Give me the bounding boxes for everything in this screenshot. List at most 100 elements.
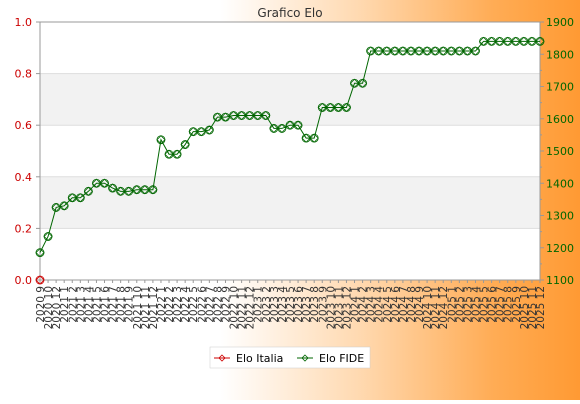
grid-band [40,125,540,177]
x-tick-label: 2023 5 [285,286,297,323]
x-tick-label: 2022 6 [196,286,208,323]
x-tick-label: 2025 5 [479,286,491,323]
data-point-circle [43,232,53,241]
x-tick-label: 2022 8 [212,286,224,323]
right-tick-label: 1600 [546,113,574,126]
data-point-circle [59,201,69,211]
data-point-circle [358,78,367,88]
x-tick-label: 2023 2 [261,286,273,323]
x-tick-label: 2023 9 [317,286,329,323]
x-tick-label: 2024 10 [422,286,434,329]
x-tick-label: 2025 10 [519,286,531,329]
x-tick-label: 2024 5 [382,286,394,323]
left-tick-label: 0.2 [15,222,33,235]
x-tick-label: 2021 11 [140,286,152,329]
x-tick-label: 2023 6 [293,286,305,323]
x-tick-label: 2024 6 [390,286,402,323]
x-tick-label: 2021 3 [75,286,87,323]
x-tick-label: 2022 11 [237,286,249,329]
x-tick-label: 2025 11 [527,286,539,329]
grid-bands [40,22,540,280]
data-point-circle [75,193,85,203]
data-point-circle [180,140,190,149]
data-point-circle [204,125,214,135]
x-tick-label: 2023 11 [333,286,345,329]
series-elo-italia [35,275,45,285]
x-tick-label: 2021 5 [91,286,103,323]
legend-box [209,346,371,369]
x-tick-label: 2023 12 [341,286,353,329]
right-tick-label: 1900 [546,16,574,29]
x-tick-label: 2024 7 [398,286,410,323]
data-point-circle [309,133,319,143]
x-tick-label: 2024 3 [366,286,378,323]
grid-band [40,176,540,229]
x-tick-label: 2022 10 [229,286,241,329]
data-point-circle [293,120,303,130]
series-elo-fide [35,36,545,258]
data-point-circle [342,103,351,112]
x-tick-label: 2021 7 [108,286,120,323]
x-tick-label: 2023 7 [301,286,313,323]
x-tick-label: 2023 10 [325,286,337,329]
grid-band [40,228,540,280]
right-tick-label: 1400 [546,177,574,190]
x-tick-label: 2025 8 [503,286,515,323]
data-point-circle [148,185,158,195]
x-tick-label: 2024 1 [350,286,362,323]
left-tick-label: 0.8 [15,68,33,81]
x-tick-label: 2025 6 [487,286,499,323]
x-tick-label: 2024 2 [358,286,370,323]
data-point-circle [83,186,93,196]
x-tick-label: 2022 7 [204,286,216,323]
x-tick-label: 2022 9 [220,286,232,323]
x-tick-label: 2022 2 [164,286,176,323]
x-tick-label: 2025 4 [470,286,482,323]
x-tick-label: 2023 1 [253,286,265,323]
legend: Elo Italia Elo FIDE [209,346,371,369]
data-point-circle [172,149,182,159]
x-tick-label: 2023 8 [309,286,321,323]
x-tick-label: 2025 3 [462,286,474,323]
x-tick-label: 2020 12 [51,286,63,329]
x-tick-label: 2024 4 [374,286,386,323]
left-axis: 0.0 0.2 0.4 0.6 0.8 1.0 [15,16,40,287]
x-tick-label: 2021 10 [132,286,144,329]
data-point-circle [100,178,109,188]
grid-band [40,73,540,126]
right-tick-label: 1700 [546,81,574,94]
x-tick-label: 2025 7 [495,286,507,323]
x-tick-label: 2021 9 [124,286,136,323]
x-tick-label: 2022 3 [172,286,184,323]
x-tick-label: 2022 5 [188,286,200,323]
chart-title: Grafico Elo [257,6,322,20]
series-line [39,40,540,253]
left-tick-label: 0.6 [15,119,33,132]
x-tick-label: 2022 4 [180,286,192,323]
x-tick-label: 2021 8 [116,286,128,323]
legend-label: Elo Italia [236,352,283,365]
right-axis: 1100 1200 1300 1400 1500 1600 1700 1800 1900 [540,16,574,287]
right-tick-label: 1800 [546,48,574,61]
x-tick-label: 2020 9 [35,286,47,323]
x-tick-label: 2020 10 [43,286,55,329]
right-tick-label: 1500 [546,145,574,158]
data-point-circle [35,275,45,285]
x-tick-label: 2023 3 [269,286,281,323]
data-point-circle [156,135,166,145]
x-tick-label: 2025 2 [454,286,466,323]
data-point-circle [35,248,45,257]
x-tick-label: 2022 12 [245,286,257,329]
data-point-circle [471,46,480,56]
legend-swatch-marker [301,354,309,362]
x-tick-label: 2021 1 [59,286,71,323]
x-tick-label: 2022 1 [156,286,168,323]
x-tick-label: 2021 2 [67,286,79,323]
x-tick-label: 2021 12 [148,286,160,329]
legend-label: Elo FIDE [319,352,364,365]
right-tick-label: 1100 [546,274,574,287]
right-tick-label: 1200 [546,242,574,255]
